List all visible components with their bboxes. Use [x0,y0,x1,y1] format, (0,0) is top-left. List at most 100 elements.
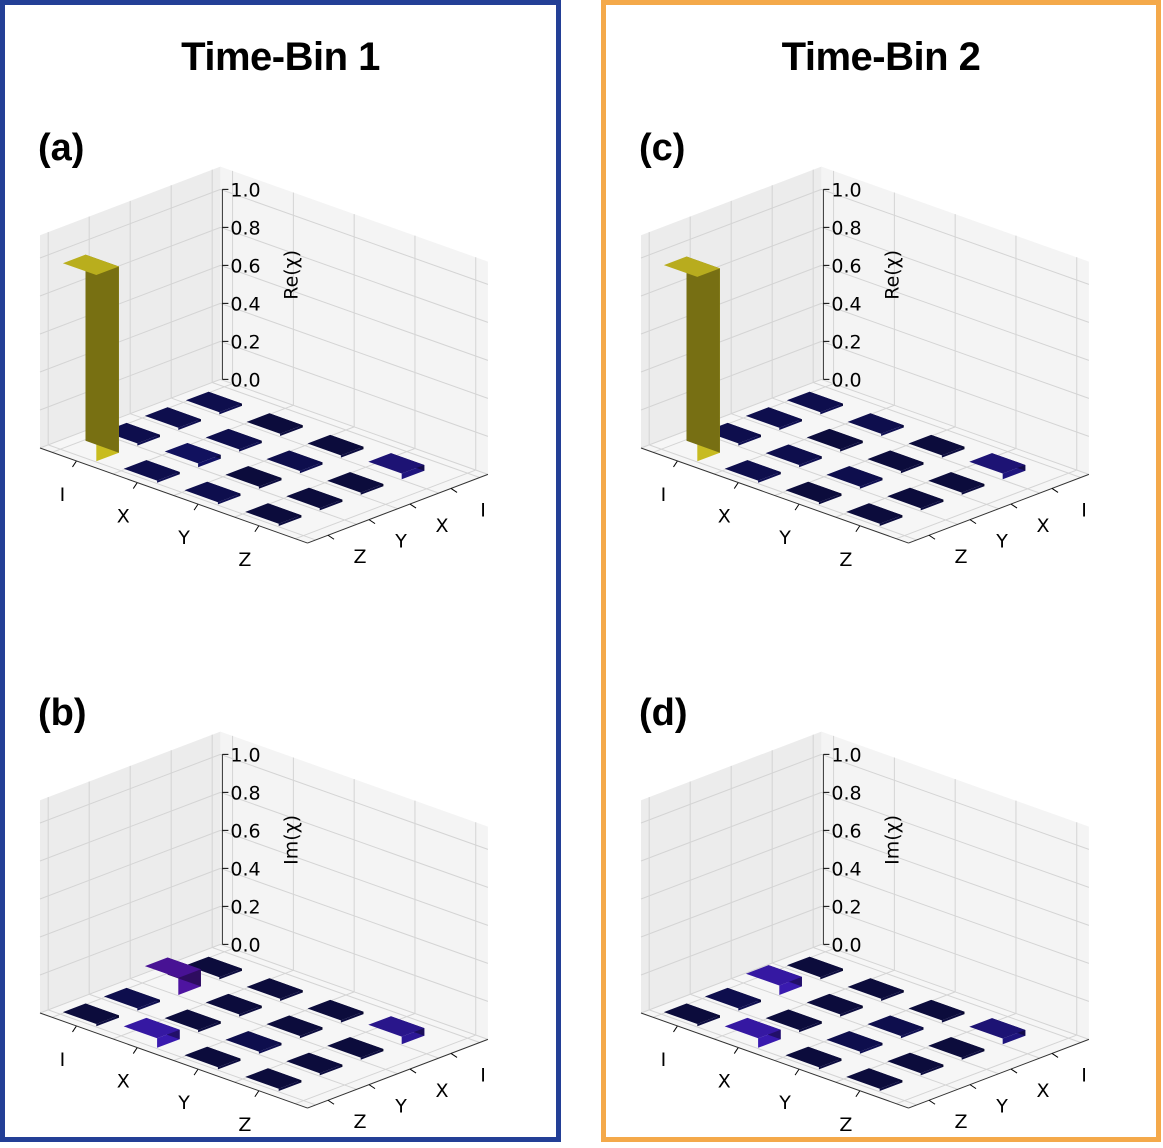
bar-face-front [920,499,944,511]
row-tick-label: Y [177,527,190,549]
bar-Y-Y [266,450,323,474]
grid-line [896,469,1077,540]
row-tick-mark [733,482,739,489]
row-tick-label: X [718,1071,731,1093]
bar-I-Z [786,391,843,415]
bar-X-Z [246,413,303,436]
col-tick-label: Z [354,1111,367,1133]
z-tick-label: 0.4 [230,858,260,880]
col-tick-label: X [1037,515,1050,537]
bar-face-top [144,957,201,978]
bar-face-front [299,462,323,474]
z-tick-label: 0.2 [230,331,260,353]
bar-I-Z [185,391,242,415]
bar-face-top [969,453,1026,474]
bar-face-top [307,999,364,1021]
z-tick-label: 0.4 [831,858,861,880]
bar-Z-Y [928,1037,985,1060]
bar-X-I [123,460,180,483]
bar-face-front [258,1043,282,1054]
bar-face-top [368,453,425,474]
bar-face-front [941,1011,965,1023]
col-tick-label: Y [995,531,1008,553]
bar-X-Y [806,428,863,452]
row-tick-label: X [117,1071,130,1093]
bar-face-top [908,999,965,1021]
z-tick-label: 0.2 [831,896,861,918]
bar-Z-Y [327,472,384,495]
bar-Z-Y [327,1037,384,1060]
bar-face-front [239,440,262,452]
row-tick-mark [254,525,260,533]
bar-face-top [908,434,965,456]
bar-face-front [299,1027,323,1039]
z-axis-label: Re(χ) [881,250,903,300]
z-tick-label: 0.6 [230,820,260,842]
bar-face-top [205,993,262,1015]
row-tick-label: Z [839,549,852,571]
bar-face-top [225,1031,282,1052]
bar-face-top [806,428,863,450]
bar-Z-I [846,503,903,526]
row-tick-label: Z [839,1114,852,1136]
bar-X-I [724,460,781,483]
z-tick-label: 1.0 [230,744,260,766]
time-bin-2-frame: Time-Bin 2 [601,0,1161,1142]
z-tick-label: 1.0 [831,744,861,766]
bar-I-X [704,987,761,1011]
panel-letter: (a) [38,127,84,169]
bar-face-front [920,1064,944,1076]
col-tick-label: X [436,515,449,537]
bar-Z-X [286,487,343,511]
bar-face-side [85,254,119,453]
row-tick-label: X [718,506,731,528]
bar-face-top [164,1009,221,1030]
bar-face-top [62,254,119,275]
col-axis-line [307,1038,489,1109]
bar-Y-Z [307,434,364,458]
col-tick-mark [1051,1053,1059,1058]
bar-face-front [157,472,180,483]
z-tick-label: 0.0 [230,369,260,391]
chart-panel-d: I X Y Z Z Y X I 0.0 0.2 0.4 0.6 0.8 1.0 Im(χ) (d) [639,692,1090,1136]
bar-Z-Z [969,453,1026,480]
bar-face-front [280,990,303,1001]
grid-line [295,1034,476,1105]
bar-face-front [758,472,781,483]
bar-face-top [246,978,303,999]
col-tick-mark [368,1084,376,1090]
bar-face-top [246,413,303,434]
col-tick-mark [409,503,417,509]
col-tick-label: Y [394,531,407,553]
bar-face-front [818,1058,842,1070]
z-tick-label: 0.6 [230,255,260,277]
z-tick-label: 0.2 [230,896,260,918]
bar-X-Y [806,993,863,1017]
bar-face-front [900,462,924,474]
z-tick-label: 0.4 [230,293,260,315]
time-bin-1-frame: Time-Bin 1 [0,0,561,1142]
bar-face-top [786,956,843,978]
bar-face-top [826,1031,883,1052]
col-tick-label: Z [955,546,968,568]
col-tick-label: Y [995,1096,1008,1118]
z-tick-label: 1.0 [230,179,260,201]
bar-face-front [879,1080,903,1091]
col-axis-line [307,473,489,544]
row-tick-mark [733,1047,739,1054]
bar-Z-Z [368,1016,425,1045]
bar-face-front [96,1015,119,1027]
bar-X-X [164,443,221,468]
bar-face-front [820,968,843,980]
bar-X-Z [847,413,904,436]
bar-face-top [185,956,242,978]
col-tick-label: I [480,1064,486,1086]
bar-face-top [307,434,364,456]
bar-Y-X [826,466,883,489]
bar-face-top [327,1037,384,1058]
bar-face-top [184,481,241,503]
bar-Z-X [887,487,944,511]
bar-face-front [319,499,343,511]
bar-Z-X [286,1052,343,1076]
bar-Z-Z [969,1018,1026,1045]
